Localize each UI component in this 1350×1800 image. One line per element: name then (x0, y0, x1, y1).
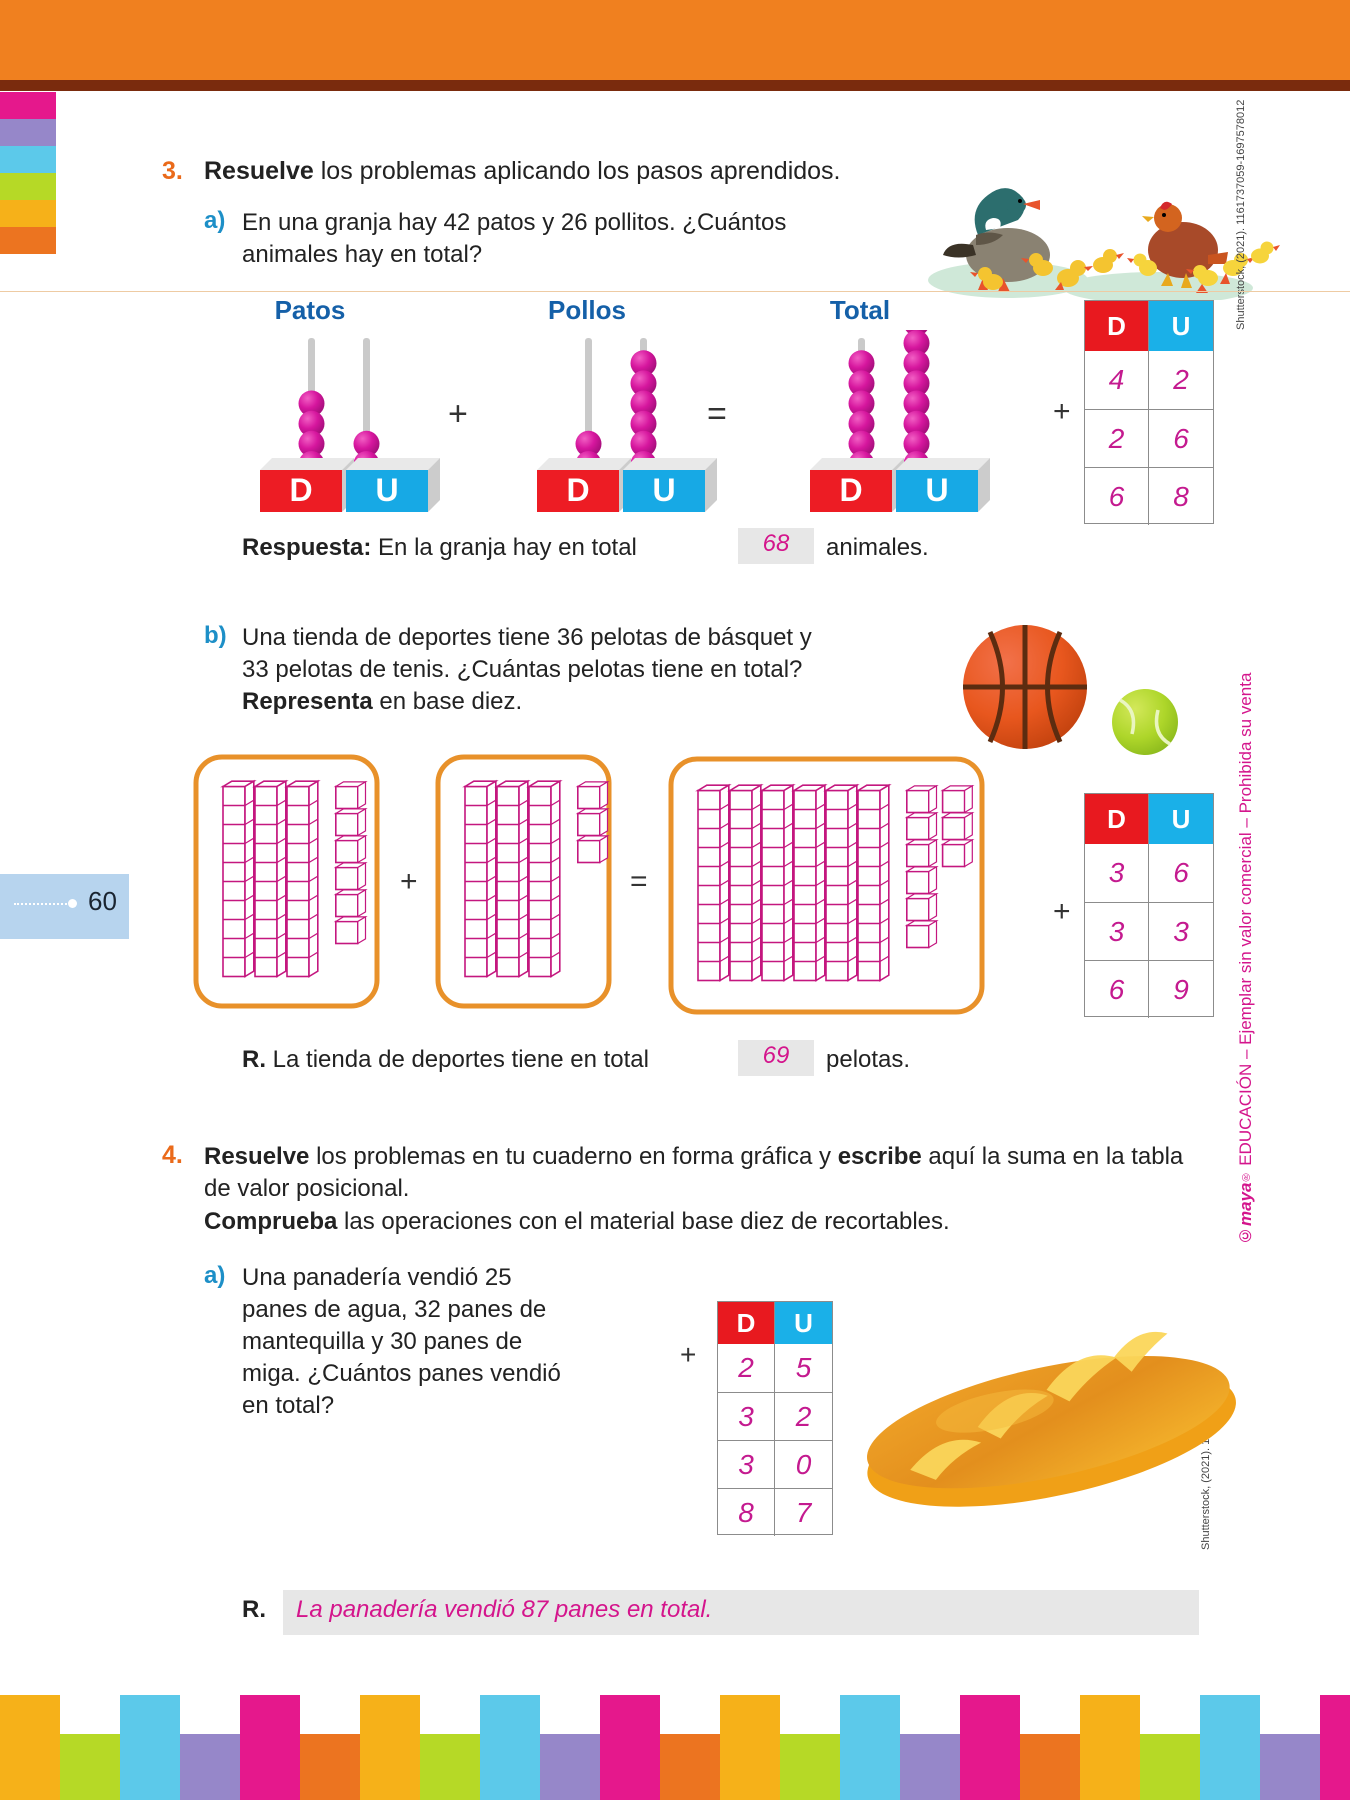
svg-text:U: U (652, 472, 675, 508)
svg-text:D: D (566, 472, 589, 508)
svg-text:D: D (839, 472, 862, 508)
svg-text:U: U (375, 472, 398, 508)
svg-text:D: D (289, 472, 312, 508)
svg-text:U: U (925, 472, 948, 508)
